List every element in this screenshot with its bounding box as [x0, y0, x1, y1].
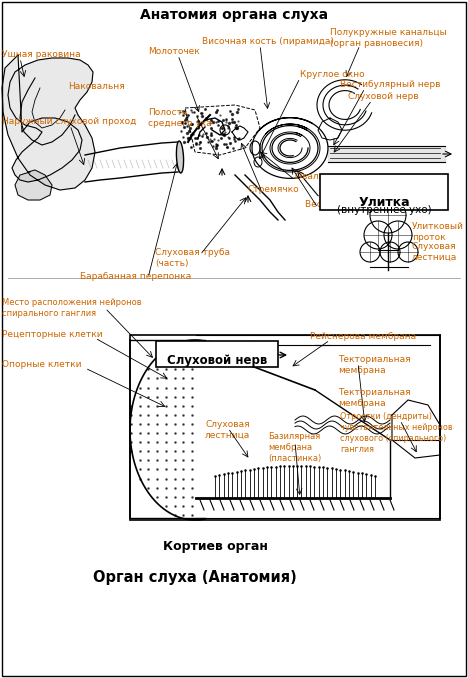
Text: Рейснерова мембрана: Рейснерова мембрана	[310, 332, 416, 341]
Text: Стремячко: Стремячко	[248, 185, 300, 194]
Text: Наружный слуховой проход: Наружный слуховой проход	[2, 117, 136, 126]
Text: Вестибулярный нерв: Вестибулярный нерв	[340, 80, 440, 89]
Text: Улитковый
проток: Улитковый проток	[412, 222, 464, 242]
Text: Орган слуха (Анатомия): Орган слуха (Анатомия)	[93, 570, 297, 585]
Text: Место расположения нейронов
спирального ганглия: Место расположения нейронов спирального …	[2, 298, 142, 318]
Text: Круглое окно: Круглое окно	[300, 70, 365, 79]
Text: Вестибулярная лестница: Вестибулярная лестница	[305, 200, 426, 209]
Text: Барабанная перепонка: Барабанная перепонка	[80, 272, 191, 281]
Text: Улитка: Улитка	[358, 196, 410, 209]
Ellipse shape	[176, 141, 183, 173]
Text: Слуховой нерв: Слуховой нерв	[167, 354, 267, 367]
Text: Слуховая
лестница: Слуховая лестница	[412, 242, 457, 262]
Text: Опорные клетки: Опорные клетки	[2, 360, 81, 369]
Text: Улитковый
проток: Улитковый проток	[205, 340, 257, 360]
Text: Рецепторные клетки: Рецепторные клетки	[2, 330, 102, 339]
Text: Слуховой нерв: Слуховой нерв	[348, 92, 418, 101]
Text: Овальное окно: Овальное окно	[295, 172, 366, 181]
Text: Текториальная
мембрана: Текториальная мембрана	[338, 355, 410, 375]
Polygon shape	[15, 170, 52, 200]
FancyBboxPatch shape	[130, 335, 440, 520]
Text: Височная кость (пирамида): Височная кость (пирамида)	[202, 37, 334, 46]
Polygon shape	[392, 400, 440, 458]
Text: Молоточек: Молоточек	[148, 47, 200, 56]
Text: Слуховая труба
(часть): Слуховая труба (часть)	[155, 248, 230, 268]
FancyBboxPatch shape	[320, 174, 448, 210]
Text: Ушная раковина: Ушная раковина	[2, 50, 80, 59]
Text: Отростки (дендриты)
чувствительных нейронов
слухового (спирального)
ганглия: Отростки (дендриты) чувствительных нейро…	[340, 412, 453, 454]
Text: Наковальня: Наковальня	[68, 82, 125, 91]
FancyBboxPatch shape	[156, 341, 278, 367]
Text: (внутреннее ухо): (внутреннее ухо)	[336, 205, 431, 215]
Text: Базилярная
мембрана
(пластинка): Базилярная мембрана (пластинка)	[268, 432, 321, 463]
Text: Полость
среднего уха: Полость среднего уха	[148, 108, 212, 128]
Text: Анатомия органа слуха: Анатомия органа слуха	[140, 8, 328, 22]
Polygon shape	[2, 55, 95, 190]
Text: Полукружные канальцы
(орган равновесия): Полукружные канальцы (орган равновесия)	[330, 28, 446, 48]
Text: Кортиев орган: Кортиев орган	[162, 540, 267, 553]
Text: Слуховая
лестница: Слуховая лестница	[205, 420, 250, 440]
Text: Текториальная
мембрана: Текториальная мембрана	[338, 388, 410, 408]
